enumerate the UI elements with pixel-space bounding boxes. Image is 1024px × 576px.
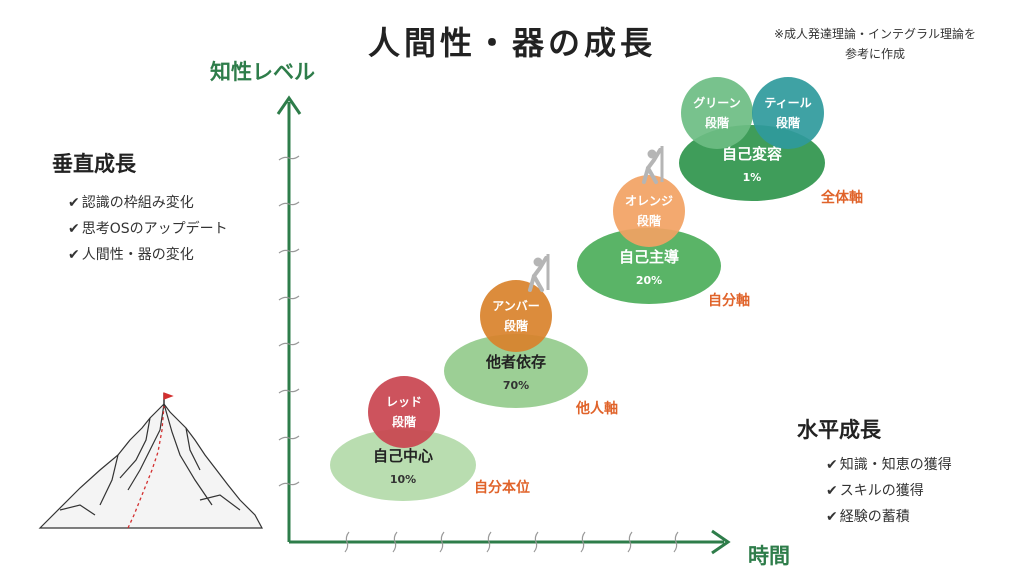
reference-note: ※成人発達理論・インテグラル理論を 参考に作成 [740,24,1010,64]
y-tick [278,341,300,347]
stage-ellipse [679,125,825,201]
y-tick [278,435,300,441]
stage-percent: 70% [503,379,529,392]
check-icon: ✔ [68,195,80,211]
y-tick [278,295,300,301]
list-item: ✔ 人間性・器の変化 [68,247,194,263]
stage-axis-label: 自分本位 [474,479,530,496]
stage-badge-sub: 段階 [705,115,729,130]
stage-name: 他者依存 [485,353,546,371]
y-tick [278,155,300,161]
climber-icon [642,146,664,184]
x-tick [533,531,539,553]
reference-note-line: 参考に作成 [844,47,905,61]
stage-axis-label: 全体軸 [820,189,863,206]
stage-ellipse [444,334,588,408]
stage-badge-sub: 段階 [392,414,416,429]
list-item: ✔ 認識の枠組み変化 [68,195,194,211]
check-icon: ✔ [68,221,80,237]
x-axis-ticks [344,531,679,553]
x-tick [344,531,350,553]
x-tick [392,531,398,553]
x-axis-arrow [711,529,731,555]
stage-badge-label: グリーン [693,95,740,110]
stage-badge [368,376,440,448]
list-item: ✔ 知識・知恵の獲得 [826,457,952,473]
stage-name: 自己主導 [619,248,679,266]
y-axis-label: 知性レベル [210,60,315,84]
list-item: ✔ 思考OSのアップデート [68,221,228,237]
stage-badge-label: レッド [386,395,422,409]
axes [276,95,731,555]
y-axis-arrow [276,95,302,115]
vertical-growth-heading: 垂直成長 [52,152,136,176]
horizontal-growth-list: ✔ 知識・知恵の獲得 ✔ スキルの獲得 ✔ 経験の蓄積 [826,452,952,530]
list-item: ✔ 経験の蓄積 [826,509,910,525]
stage-badge-sub: 段階 [504,318,528,333]
list-item: ✔ スキルの獲得 [826,483,924,499]
mountain-flag-icon [38,392,264,529]
page-title: 人間性・器の成長 [367,24,656,62]
y-tick [278,248,300,254]
stage-badge-sub: 段階 [776,115,800,130]
stage-axis-label: 自分軸 [708,292,750,309]
stage-ellipse [330,429,476,501]
x-tick [627,531,633,553]
y-tick [278,388,300,394]
x-tick [673,531,679,553]
climber-icon [528,254,550,292]
stage-badge [681,77,753,149]
stage-name: 自己中心 [373,447,433,465]
stage-badge [752,77,824,149]
stage-badge-label: アンバー [492,299,540,313]
stage-name: 自己変容 [722,145,782,163]
vertical-growth-list: ✔ 認識の枠組み変化 ✔ 思考OSのアップデート ✔ 人間性・器の変化 [68,190,228,268]
y-axis-ticks [278,155,300,487]
check-icon: ✔ [826,509,838,525]
stage-badge-label: オレンジ [625,194,673,208]
reference-note-line: ※成人発達理論・インテグラル理論を [773,27,977,41]
stage-axis-label: 他人軸 [575,400,618,417]
y-tick [278,201,300,207]
y-tick [278,481,300,487]
stage-badge-sub: 段階 [637,213,661,228]
stage-percent: 20% [636,274,662,287]
x-tick [580,531,586,553]
stage-percent: 1% [743,171,762,184]
check-icon: ✔ [826,457,838,473]
stage-badge [480,280,552,352]
horizontal-growth-heading: 水平成長 [797,418,881,442]
x-axis-label: 時間 [748,544,790,568]
check-icon: ✔ [826,483,838,499]
stage-badge-label: ティール [764,96,811,110]
stage-percent: 10% [390,473,416,486]
check-icon: ✔ [68,247,80,263]
stage-badge [613,175,685,247]
x-tick [486,531,492,553]
x-tick [439,531,445,553]
stage-ellipse [577,228,721,304]
